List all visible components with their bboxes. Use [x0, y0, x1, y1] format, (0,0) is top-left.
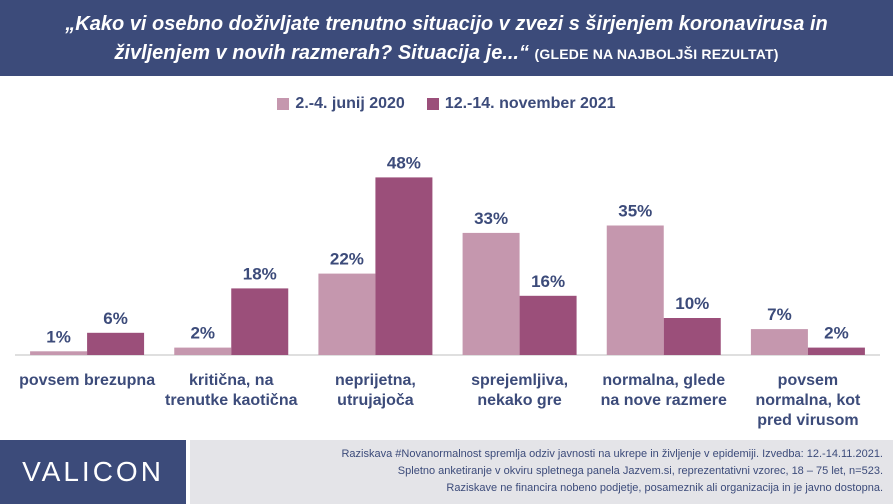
- chart-title-line-2-text: življenjem v novih razmerah? Situacija j…: [114, 42, 529, 64]
- footer-logo-box: VALICON: [0, 440, 186, 504]
- valicon-logo: VALICON: [22, 456, 164, 487]
- chart-legend: 2.-4. junij 2020 12.-14. november 2021: [0, 95, 893, 113]
- legend-label-2020: 2.-4. junij 2020: [295, 95, 405, 112]
- data-label-2020-2: 22%: [330, 250, 364, 269]
- data-label-2020-5: 7%: [767, 305, 792, 324]
- bar-2021-4: [663, 318, 721, 355]
- category-label-1: kritična, na trenutke kaotična: [165, 372, 298, 409]
- data-label-2020-1: 2%: [190, 324, 215, 343]
- legend-swatch-2020: [277, 98, 290, 110]
- data-label-2020-0: 1%: [46, 327, 71, 346]
- data-label-2021-0: 6%: [103, 309, 128, 328]
- bar-2020-2: [318, 273, 376, 355]
- legend-item-2020: 2.-4. junij 2020: [277, 95, 405, 113]
- bar-2020-1: [174, 347, 232, 355]
- bar-2021-1: [231, 288, 289, 355]
- footer-note-line-1: Raziskava #Novanormalnost spremlja odziv…: [341, 448, 883, 460]
- bar-2020-0: [30, 351, 88, 355]
- data-label-2021-5: 2%: [824, 324, 849, 343]
- category-label-5: povsem normalna, kot pred virusom: [755, 372, 861, 429]
- chart-title: „Kako vi osebno doživljate trenutno situ…: [20, 10, 873, 69]
- data-label-2021-4: 10%: [675, 294, 709, 313]
- category-label-2: neprijetna, utrujajoča: [335, 372, 416, 409]
- bar-2021-2: [375, 177, 433, 355]
- legend-label-2021: 12.-14. november 2021: [444, 95, 616, 112]
- category-label-3: sprejemljiva, nekako gre: [471, 372, 568, 409]
- data-label-2021-1: 18%: [243, 264, 277, 283]
- legend-item-2021: 12.-14. november 2021: [426, 95, 616, 113]
- category-label-0: povsem brezupna: [19, 372, 155, 389]
- chart-header: „Kako vi osebno doživljate trenutno situ…: [0, 0, 893, 76]
- data-label-2020-3: 33%: [474, 209, 508, 228]
- chart-title-line-2: življenjem v novih razmerah? Situacija j…: [20, 39, 873, 69]
- bar-2021-0: [87, 332, 145, 355]
- bar-2020-4: [606, 225, 664, 355]
- bar-2021-5: [807, 347, 865, 355]
- legend-swatch-2021: [426, 98, 439, 110]
- bar-chart: 1% 6% povsem brezupna 2% 18% kritična, na tren…: [15, 153, 880, 429]
- bar-2020-3: [462, 232, 520, 355]
- bar-2020-5: [750, 329, 808, 355]
- footer-note-line-2: Spletno anketiranje v okviru spletnega p…: [397, 465, 883, 477]
- bar-2021-3: [519, 295, 577, 355]
- footer-note: Raziskava #Novanormalnost spremlja odziv…: [190, 440, 893, 504]
- data-label-2021-3: 16%: [531, 272, 565, 291]
- chart-title-line-1: „Kako vi osebno doživljate trenutno situ…: [65, 13, 828, 35]
- footer-note-line-3: Raziskave ne financira nobeno podjetje, …: [446, 482, 883, 494]
- chart-subtitle: (GLEDE NA NAJBOLJŠI REZULTAT): [534, 46, 779, 62]
- data-label-2020-4: 35%: [618, 202, 652, 221]
- data-label-2021-2: 48%: [387, 153, 421, 172]
- category-label-4: normalna, glede na nove razmere: [601, 372, 727, 409]
